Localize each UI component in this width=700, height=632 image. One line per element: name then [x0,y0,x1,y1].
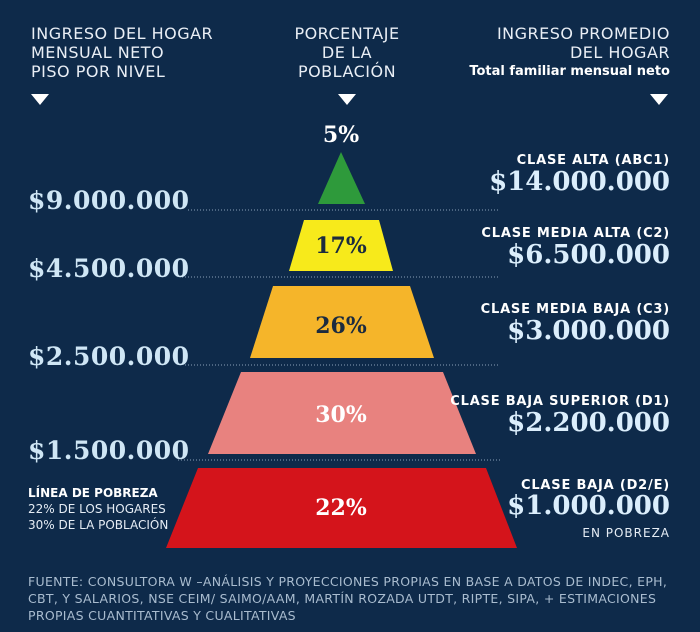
class-label-d2e: CLASE BAJA (D2/E) [521,478,670,493]
source-line-1: FUENTE: CONSULTORA W –ANÁLISIS Y PROYECC… [28,574,668,589]
header-income-floor-line-2: MENSUAL NETO [31,43,165,62]
source-note: FUENTE: CONSULTORA W –ANÁLISIS Y PROYECC… [28,573,678,624]
pyramid-level-abc1 [318,152,365,204]
pyramid-level-c2 [289,220,393,271]
pyramid-level-c3 [250,286,434,358]
header-income-floor: INGRESO DEL HOGAR MENSUAL NETO PISO POR … [31,24,271,81]
class-label-d1: CLASE BAJA SUPERIOR (D1) [450,394,670,409]
class-label-c2: CLASE MEDIA ALTA (C2) [481,226,670,241]
avg-income-abc1: $14.000.000 [489,167,670,197]
avg-income-d2e: $1.000.000 [507,491,670,521]
source-line-3: PROPIAS CUANTITATIVAS Y CUALITATIVAS [28,608,296,623]
class-label-c3: CLASE MEDIA BAJA (C3) [480,302,670,317]
header-income-floor-line-1: INGRESO DEL HOGAR [31,24,214,43]
poverty-population: 30% DE LA POBLACIÓN [28,518,169,532]
en-pobreza-label: EN POBREZA [582,526,670,540]
poverty-line-title: LÍNEA DE POBREZA [28,486,158,500]
header-population-percent: PORCENTAJE DE LA POBLACIÓN [262,24,432,81]
arrow-down-icon [650,94,668,105]
percent-c3: 26% [315,313,367,339]
pyramid-level-d1 [208,372,476,454]
source-line-2: CBT, Y SALARIOS, NSE CEIM/ SAIMO/AAM, MA… [28,591,657,606]
arrow-down-icon [31,94,49,105]
arrow-down-icon [338,94,356,105]
header-population-percent-line-3: POBLACIÓN [297,62,397,81]
threshold-2m5: $2.500.000 [28,342,190,371]
header-population-percent-line-2: DE LA [321,43,373,62]
threshold-9m: $9.000.000 [28,186,190,215]
header-average-income-line-1: INGRESO PROMEDIO [496,24,670,43]
threshold-1m5: $1.500.000 [28,436,190,465]
poverty-line-note: LÍNEA DE POBREZA 22% DE LOS HOGARES 30% … [28,485,168,533]
threshold-4m5: $4.500.000 [28,254,190,283]
avg-income-c3: $3.000.000 [507,316,670,346]
header-average-income-line-2: DEL HOGAR [569,43,670,62]
class-label-abc1: CLASE ALTA (ABC1) [516,153,670,168]
avg-income-c2: $6.500.000 [507,240,670,270]
header-average-income-subtitle: Total familiar mensual neto [469,64,670,79]
percent-abc1: 5% [322,122,360,148]
percent-c2: 17% [315,233,367,259]
header-income-floor-line-3: PISO POR NIVEL [31,62,166,81]
poverty-households: 22% DE LOS HOGARES [28,502,166,516]
avg-income-d1: $2.200.000 [507,408,670,438]
percent-d1: 30% [315,402,367,428]
header-population-percent-line-1: PORCENTAJE [294,24,400,43]
percent-d2e: 22% [315,495,367,521]
pyramid-level-d2e [166,468,517,548]
header-average-income: INGRESO PROMEDIO DEL HOGAR Total familia… [410,24,670,81]
